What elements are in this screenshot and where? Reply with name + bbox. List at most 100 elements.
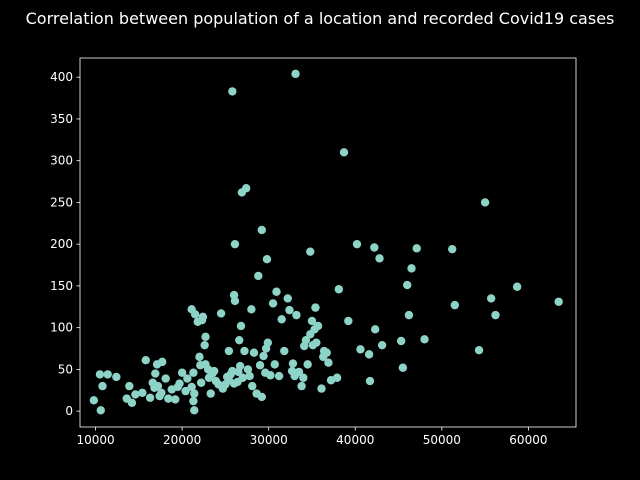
data-point	[229, 290, 239, 300]
data-point	[312, 338, 321, 347]
data-point	[450, 300, 460, 310]
x-tick-label: 30000	[250, 433, 288, 447]
data-point	[257, 392, 266, 402]
data-point	[306, 247, 315, 256]
data-point	[352, 239, 362, 249]
data-point	[235, 361, 245, 371]
data-point	[277, 315, 286, 324]
data-point	[370, 325, 380, 334]
data-point	[198, 312, 208, 322]
data-point	[138, 388, 147, 397]
y-tick-label: 350	[50, 112, 73, 126]
data-point	[127, 398, 137, 407]
data-point	[131, 390, 140, 399]
data-points	[89, 69, 563, 415]
data-point	[270, 360, 279, 369]
data-point	[200, 340, 209, 350]
data-point	[292, 310, 301, 320]
data-point	[201, 332, 210, 342]
data-point	[247, 305, 256, 314]
y-tick-label: 0	[65, 404, 73, 418]
data-point	[240, 346, 249, 356]
data-point	[339, 148, 349, 157]
data-point	[313, 321, 323, 331]
axis-ticks: 10000 20000 30000 40000 50000 60000 0 50 100 150 2…	[50, 70, 547, 447]
data-point	[311, 303, 320, 312]
data-point	[206, 389, 215, 398]
data-point	[356, 345, 365, 354]
data-point	[224, 346, 234, 356]
data-point	[285, 305, 294, 315]
data-point	[407, 264, 416, 273]
data-point	[157, 388, 166, 397]
data-point	[255, 361, 265, 370]
data-point	[396, 336, 406, 346]
data-point	[259, 351, 268, 361]
data-point	[158, 357, 167, 367]
data-point	[190, 310, 200, 319]
data-point	[153, 381, 163, 391]
data-point	[291, 69, 300, 79]
data-point	[241, 184, 251, 193]
data-point	[299, 373, 308, 382]
data-point	[187, 382, 196, 392]
x-tick-label: 50000	[423, 433, 461, 447]
data-point	[190, 389, 199, 398]
plot-frame	[79, 57, 577, 428]
x-tick-label: 40000	[336, 433, 374, 447]
data-point	[141, 356, 150, 365]
data-point	[272, 287, 281, 296]
y-tick-label: 50	[58, 362, 73, 376]
y-tick-label: 300	[50, 154, 73, 168]
data-point	[364, 350, 374, 359]
data-point	[230, 239, 240, 249]
data-point	[486, 294, 496, 303]
data-point	[257, 225, 266, 235]
data-point	[164, 394, 173, 403]
data-point	[125, 381, 134, 391]
data-point	[171, 395, 180, 404]
data-point	[263, 338, 273, 347]
data-point	[317, 384, 326, 393]
data-point	[377, 340, 387, 350]
data-point	[480, 198, 490, 207]
data-point	[196, 378, 206, 387]
x-tick-label: 10000	[76, 433, 114, 447]
data-point	[254, 271, 263, 281]
y-tick-label: 150	[50, 279, 73, 293]
data-point	[274, 371, 284, 381]
data-point	[375, 254, 384, 263]
y-tick-label: 200	[50, 237, 73, 251]
data-point	[183, 374, 192, 383]
data-point	[398, 363, 408, 372]
data-point	[294, 367, 304, 377]
y-tick-label: 250	[50, 195, 73, 209]
data-point	[344, 316, 353, 326]
data-point	[195, 352, 204, 362]
data-point	[512, 282, 522, 291]
data-point	[334, 285, 344, 294]
data-point	[249, 348, 259, 357]
data-point	[235, 335, 244, 345]
x-tick-label: 60000	[509, 433, 547, 447]
data-point	[98, 381, 107, 391]
data-point	[474, 345, 484, 355]
data-point	[112, 372, 121, 382]
data-point	[238, 373, 247, 382]
data-point	[190, 406, 199, 415]
data-point	[554, 297, 563, 306]
chart-title: Correlation between population of a loca…	[26, 9, 615, 28]
data-point	[420, 335, 429, 344]
data-point	[243, 365, 253, 374]
y-tick-label: 100	[50, 321, 73, 335]
data-point	[448, 244, 457, 254]
data-point	[412, 244, 421, 253]
data-point	[216, 309, 226, 318]
data-point	[189, 396, 198, 406]
data-point	[365, 376, 375, 386]
data-point	[324, 358, 333, 367]
data-point	[301, 335, 311, 345]
data-point	[177, 368, 187, 377]
data-point	[266, 371, 275, 380]
